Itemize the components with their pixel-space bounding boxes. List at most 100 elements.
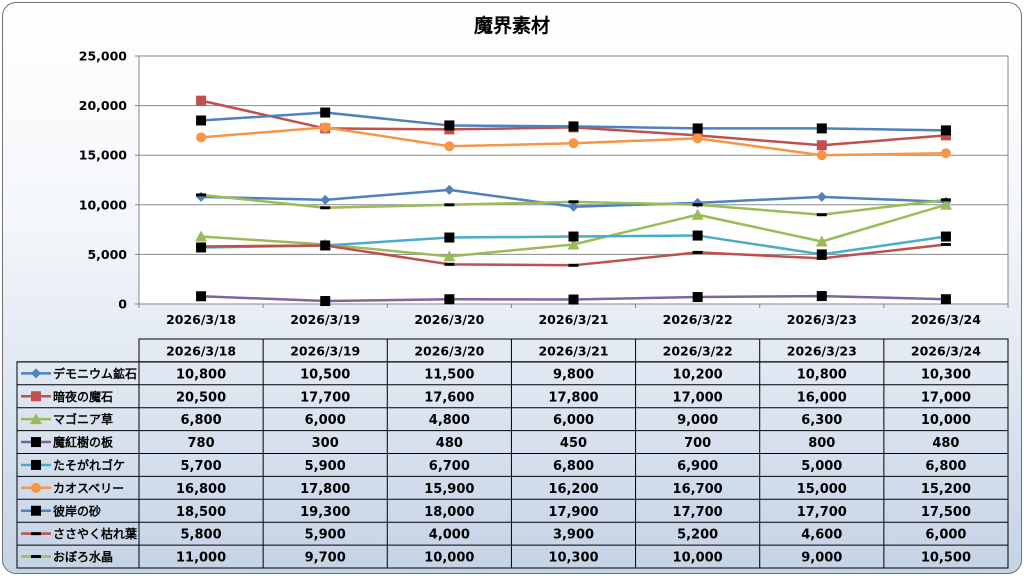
- table-cell: 6,000: [553, 413, 594, 428]
- table-cell: 9,000: [677, 413, 718, 428]
- table-cell: 18,000: [424, 505, 474, 520]
- y-tick-label: 20,000: [79, 98, 128, 113]
- table-cell: 10,200: [673, 367, 723, 382]
- table-cell: 5,000: [801, 459, 842, 474]
- legend-key-3: [21, 437, 51, 448]
- marker-triangle: [815, 235, 828, 247]
- table-cell: 4,000: [429, 528, 470, 543]
- marker-circle: [320, 122, 331, 133]
- series-3: [196, 291, 951, 307]
- table-cell: 17,500: [921, 505, 971, 520]
- y-tick-label: 15,000: [79, 148, 128, 163]
- table-cell: 10,000: [424, 551, 474, 566]
- table-header-cell: 2026/3/20: [414, 343, 484, 358]
- series-7: [196, 242, 951, 267]
- table-cell: 6,000: [305, 413, 346, 428]
- x-tick-label: 2026/3/19: [290, 312, 360, 327]
- table-cell: 19,300: [300, 505, 350, 520]
- table-cell: 5,700: [181, 459, 222, 474]
- marker-square: [940, 125, 951, 136]
- table-cell: 10,500: [921, 551, 971, 566]
- table-cell: 3,900: [553, 528, 594, 543]
- table-cell: 780: [188, 436, 215, 451]
- marker-dash: [31, 555, 41, 559]
- table-header-cell: 2026/3/19: [290, 343, 360, 358]
- table-cell: 9,700: [305, 551, 346, 566]
- table-cell: 4,600: [801, 528, 842, 543]
- table-cell: 15,000: [797, 482, 847, 497]
- plot-area: [138, 55, 1009, 305]
- table-cell: 10,000: [921, 413, 971, 428]
- table-cell: 17,700: [300, 390, 350, 405]
- table-cell: 10,800: [797, 367, 847, 382]
- table-cell: 700: [684, 436, 711, 451]
- y-tick-label: 10,000: [79, 197, 128, 212]
- x-tick-label: 2026/3/23: [787, 312, 857, 327]
- table-cell: 6,800: [925, 459, 966, 474]
- marker-square: [196, 95, 207, 106]
- marker-circle: [816, 150, 827, 161]
- marker-circle: [692, 133, 703, 144]
- x-tick-label: 2026/3/22: [663, 312, 733, 327]
- table-header-cell: 2026/3/18: [166, 343, 236, 358]
- marker-square: [816, 123, 827, 134]
- legend-entry: マゴニア草: [53, 412, 113, 427]
- marker-square: [31, 437, 41, 448]
- marker-square: [320, 107, 331, 118]
- legend-entry: おぼろ水晶: [53, 549, 113, 564]
- legend-key-0: [21, 368, 51, 379]
- marker-diamond: [31, 368, 41, 379]
- table-cell: 11,500: [424, 367, 474, 382]
- table-cell: 10,500: [300, 367, 350, 382]
- table-cell: 10,800: [176, 367, 226, 382]
- marker-dash: [320, 243, 331, 247]
- marker-square: [444, 294, 455, 305]
- marker-dash: [444, 262, 455, 266]
- marker-dash: [816, 213, 827, 217]
- marker-square: [31, 459, 41, 470]
- marker-square: [816, 291, 827, 302]
- marker-dash: [568, 263, 579, 267]
- marker-triangle: [567, 238, 580, 250]
- marker-dash: [196, 193, 207, 197]
- table-cell: 9,000: [801, 551, 842, 566]
- legend-key-1: [21, 391, 51, 402]
- table-cell: 480: [932, 436, 959, 451]
- legend-key-7: [21, 532, 51, 536]
- legend-key-5: [21, 482, 51, 493]
- marker-square: [692, 292, 703, 303]
- table-cell: 480: [436, 436, 463, 451]
- marker-diamond: [444, 184, 455, 195]
- marker-dash: [940, 242, 951, 246]
- table-cell: 6,700: [429, 459, 470, 474]
- legend-entry: 暗夜の魔石: [53, 389, 113, 404]
- table-cell: 6,800: [181, 413, 222, 428]
- marker-dash: [692, 203, 703, 207]
- series-8: [196, 193, 951, 217]
- table-cell: 15,900: [424, 482, 474, 497]
- table-cell: 5,200: [677, 528, 718, 543]
- marker-square: [196, 291, 207, 302]
- table-cell: 17,800: [300, 482, 350, 497]
- table-cell: 5,900: [305, 528, 346, 543]
- marker-dash: [940, 198, 951, 202]
- table-cell: 450: [560, 436, 587, 451]
- marker-square: [568, 121, 579, 132]
- table-cell: 10,300: [921, 367, 971, 382]
- marker-circle: [568, 138, 579, 149]
- marker-diamond: [816, 191, 827, 202]
- x-tick-label: 2026/3/18: [166, 312, 236, 327]
- marker-dash: [444, 203, 455, 207]
- marker-square: [444, 120, 455, 131]
- legend-key-8: [21, 555, 51, 559]
- series-6: [196, 107, 951, 136]
- series-0: [196, 184, 951, 212]
- table-cell: 10,300: [548, 551, 598, 566]
- table-body-box: [16, 361, 1009, 569]
- marker-square: [31, 505, 41, 516]
- marker-circle: [444, 141, 455, 152]
- table-cell: 17,700: [673, 505, 723, 520]
- marker-diamond: [320, 194, 331, 205]
- marker-dash: [568, 200, 579, 204]
